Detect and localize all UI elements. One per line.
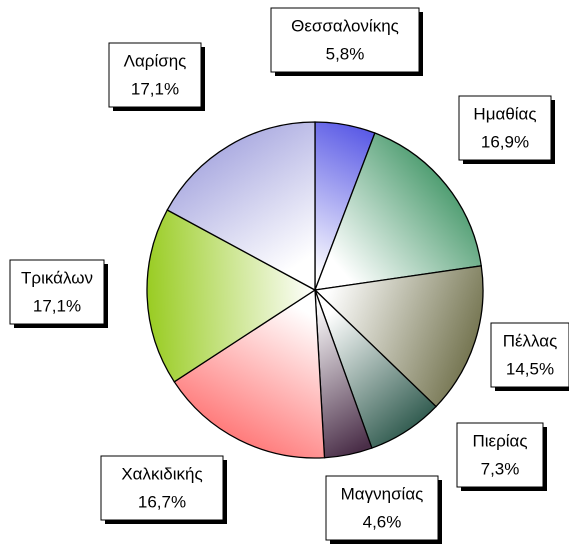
category-label: Θεσσαλονίκης bbox=[291, 16, 399, 35]
value-label: 5,8% bbox=[326, 44, 365, 63]
pie-slice bbox=[313, 132, 482, 291]
label-box bbox=[108, 42, 202, 108]
pie-slice bbox=[166, 121, 316, 292]
value-label: 17,1% bbox=[131, 79, 179, 98]
value-label: 14,5% bbox=[506, 359, 554, 378]
category-label: Λαρίσης bbox=[124, 51, 187, 70]
category-label: Πέλλας bbox=[503, 331, 558, 350]
value-label: 16,9% bbox=[481, 132, 529, 151]
label-box bbox=[100, 455, 224, 521]
label-box bbox=[325, 475, 439, 541]
label-box bbox=[458, 95, 552, 161]
value-label: 16,7% bbox=[138, 492, 186, 511]
pie-slice bbox=[173, 288, 326, 459]
label-box bbox=[9, 259, 105, 325]
value-label: 4,6% bbox=[363, 512, 402, 531]
category-label: Μαγνησίας bbox=[341, 484, 424, 503]
pie-slice bbox=[313, 265, 484, 408]
label-box bbox=[456, 422, 544, 488]
value-label: 7,3% bbox=[481, 459, 520, 478]
category-label: Χαλκιδικής bbox=[121, 464, 202, 483]
category-label: Τρικάλων bbox=[21, 268, 93, 287]
label-box bbox=[270, 7, 420, 73]
pie-slice bbox=[146, 209, 317, 383]
category-label: Πιερίας bbox=[472, 431, 527, 450]
value-label: 17,1% bbox=[33, 296, 81, 315]
label-box bbox=[490, 322, 569, 388]
category-label: Ημαθίας bbox=[473, 104, 536, 123]
